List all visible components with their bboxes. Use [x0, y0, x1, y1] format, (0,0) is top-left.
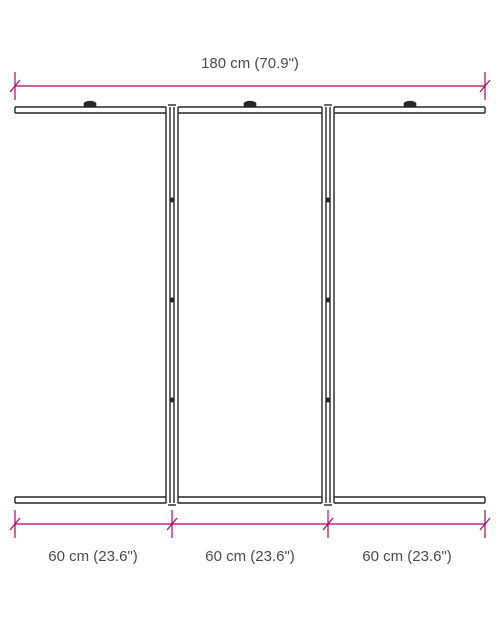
hinge-icon [170, 198, 174, 202]
hinge-icon [326, 298, 330, 302]
bracket-2 [244, 101, 256, 107]
hinge-icon [326, 398, 330, 402]
diagram-canvas: 180 cm (70.9") 60 cm (23.6") 60 cm (23.6… [0, 0, 500, 641]
drawing-svg [0, 0, 500, 641]
dimension-segment-3-label: 60 cm (23.6") [362, 548, 452, 565]
bracket-1 [84, 101, 96, 107]
dimension-segments [10, 510, 490, 538]
dimension-segment-2-label: 60 cm (23.6") [205, 548, 295, 565]
dimension-overall-width-label: 180 cm (70.9") [201, 55, 299, 72]
frame-structure [15, 101, 485, 505]
bracket-3 [404, 101, 416, 107]
dimension-overall-width [10, 72, 490, 100]
dimension-segment-1-label: 60 cm (23.6") [48, 548, 138, 565]
hinge-icon [326, 198, 330, 202]
hinge-icon [170, 298, 174, 302]
hinge-icon [170, 398, 174, 402]
